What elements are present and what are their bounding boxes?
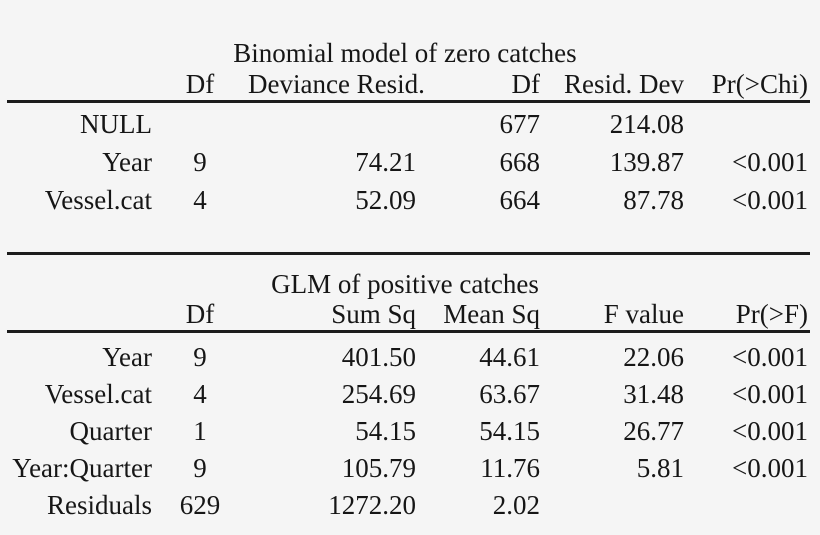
row-label: NULL	[80, 108, 152, 139]
row-label: Vessel.cat	[44, 184, 152, 215]
cell-df2: 668	[499, 146, 541, 177]
binomial-table-title: Binomial model of zero catches	[233, 38, 577, 68]
cell-df: 4	[193, 379, 207, 409]
cell-df: 9	[193, 453, 207, 483]
row-label: Quarter	[69, 416, 152, 446]
glm-header-rule	[7, 330, 810, 333]
cell-deviance-resid: 74.21	[355, 146, 416, 177]
header-pr-chi: Pr(>Chi)	[711, 69, 808, 99]
cell-pr: <0.001	[732, 379, 808, 409]
cell-df: 9	[193, 146, 207, 177]
cell-df2: 664	[499, 184, 541, 215]
cell-df: 9	[193, 342, 207, 372]
cell-df: 4	[193, 184, 207, 215]
cell-mean-sq: 2.02	[492, 490, 540, 520]
glm-header-row: Df Sum Sq Mean Sq F value Pr(>F)	[0, 298, 810, 330]
cell-mean-sq: 44.61	[479, 342, 540, 372]
row-label: Year	[102, 146, 152, 177]
row-label: Year:Quarter	[12, 453, 152, 483]
header-sum-sq: Sum Sq	[331, 299, 416, 329]
row-label: Residuals	[47, 490, 152, 520]
table-row: Year:Quarter 9 105.79 11.76 5.81 <0.001	[0, 450, 810, 487]
cell-sum-sq: 401.50	[341, 342, 416, 372]
cell-f-value: 22.06	[623, 342, 684, 372]
row-label: Year	[102, 342, 152, 372]
row-label: Vessel.cat	[44, 379, 152, 409]
header-mean-sq: Mean Sq	[443, 299, 540, 329]
header-df: Df	[185, 69, 215, 99]
table-row: Year 9 401.50 44.61 22.06 <0.001	[0, 339, 810, 376]
glm-table-body: Year 9 401.50 44.61 22.06 <0.001 Vessel.…	[0, 339, 810, 524]
cell-df: 1	[193, 416, 207, 446]
binomial-header-row: Df Deviance Resid. Df Resid. Dev Pr(>Chi…	[0, 68, 810, 100]
cell-pr: <0.001	[732, 146, 808, 177]
cell-df2: 677	[499, 108, 541, 139]
header-df2: Df	[511, 69, 541, 99]
header-pr-f: Pr(>F)	[735, 299, 808, 329]
cell-pr: <0.001	[732, 184, 808, 215]
cell-resid-dev: 214.08	[609, 108, 684, 139]
header-deviance-resid: Deviance Resid.	[248, 69, 425, 99]
cell-sum-sq: 254.69	[341, 379, 416, 409]
cell-resid-dev: 87.78	[623, 184, 684, 215]
cell-f-value: 31.48	[623, 379, 684, 409]
header-df: Df	[185, 299, 215, 329]
cell-deviance-resid: 52.09	[355, 184, 416, 215]
cell-sum-sq: 1272.20	[328, 490, 416, 520]
cell-df: 629	[179, 490, 221, 520]
cell-mean-sq: 11.76	[480, 453, 540, 483]
binomial-header-rule	[7, 100, 810, 103]
glm-table-title: GLM of positive catches	[271, 269, 539, 299]
cell-pr: <0.001	[732, 416, 808, 446]
table-row: Year 9 74.21 668 139.87 <0.001	[0, 143, 810, 181]
header-f-value: F value	[603, 299, 684, 329]
table-row: Vessel.cat 4 52.09 664 87.78 <0.001	[0, 181, 810, 219]
binomial-table-body: NULL 677 214.08 Year 9 74.21 668 139.87 …	[0, 105, 810, 219]
cell-mean-sq: 63.67	[479, 379, 540, 409]
cell-sum-sq: 54.15	[355, 416, 416, 446]
cell-f-value: 5.81	[636, 453, 684, 483]
binomial-bottom-rule	[7, 252, 810, 255]
header-resid-dev: Resid. Dev	[564, 69, 684, 99]
cell-resid-dev: 139.87	[609, 146, 684, 177]
cell-pr: <0.001	[732, 342, 808, 372]
cell-pr: <0.001	[732, 453, 808, 483]
table-row: Vessel.cat 4 254.69 63.67 31.48 <0.001	[0, 376, 810, 413]
cell-mean-sq: 54.15	[479, 416, 540, 446]
table-row: Quarter 1 54.15 54.15 26.77 <0.001	[0, 413, 810, 450]
table-row: NULL 677 214.08	[0, 105, 810, 143]
cell-f-value: 26.77	[623, 416, 684, 446]
table-row: Residuals 629 1272.20 2.02	[0, 487, 810, 524]
cell-sum-sq: 105.79	[341, 453, 416, 483]
